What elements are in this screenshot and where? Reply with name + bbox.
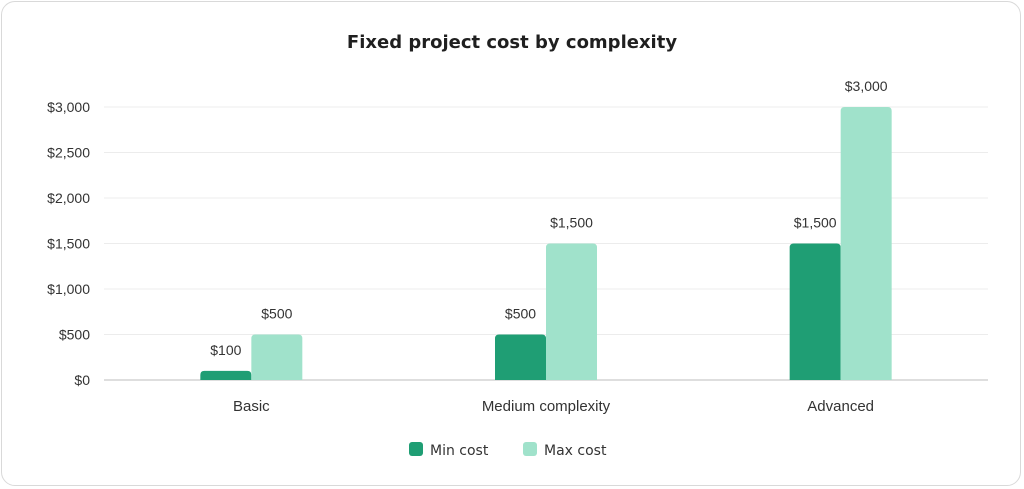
data-label: $1,500 (794, 215, 837, 231)
data-label: $3,000 (845, 78, 888, 94)
bar-min-cost (200, 370, 252, 380)
x-tick-label: Advanced (807, 398, 874, 415)
bar-min-cost (789, 243, 841, 380)
chart-title: Fixed project cost by complexity (346, 32, 678, 53)
legend-label: Min cost (430, 443, 489, 459)
data-label: $500 (505, 306, 536, 322)
data-label: $1,500 (550, 215, 593, 231)
x-tick-label: Medium complexity (482, 398, 611, 415)
y-tick-label: $1,000 (47, 281, 90, 297)
x-tick-label: Basic (233, 398, 270, 415)
y-tick-label: $500 (59, 327, 90, 343)
y-tick-label: $2,000 (47, 190, 90, 206)
bar-max-cost (251, 334, 303, 380)
y-tick-label: $2,500 (47, 145, 90, 161)
y-tick-label: $1,500 (47, 236, 90, 252)
legend-label: Max cost (544, 443, 607, 459)
y-tick-label: $0 (74, 372, 90, 388)
legend-swatch (523, 442, 537, 456)
bar-max-cost (840, 107, 892, 380)
y-tick-label: $3,000 (47, 99, 90, 115)
data-label: $100 (210, 342, 241, 358)
data-label: $500 (261, 306, 292, 322)
bar-min-cost (495, 334, 546, 380)
legend-swatch (409, 442, 423, 456)
bar-max-cost (546, 243, 597, 380)
